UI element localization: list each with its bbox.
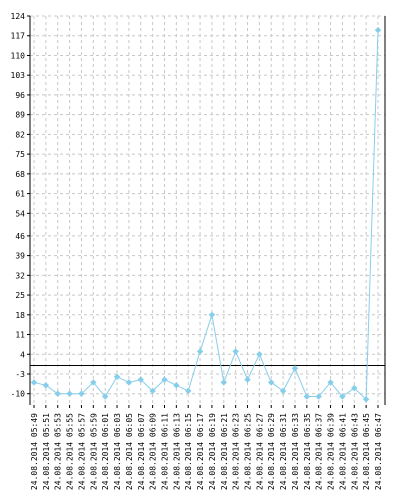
x-tick-label: 24.08.2014 06:25: [244, 413, 253, 490]
data-point: [196, 348, 204, 355]
data-point: [125, 379, 133, 386]
x-tick-label: 24.08.2014 06:01: [101, 413, 110, 490]
x-tick-label: 24.08.2014 06:29: [267, 413, 276, 490]
y-tick-label: 82: [15, 130, 25, 139]
x-tick-label: 24.08.2014 06:47: [374, 413, 383, 490]
y-tick-label: 39: [15, 252, 25, 261]
x-tick-label: 24.08.2014 06:39: [327, 413, 336, 490]
y-tick-label: 124: [11, 12, 26, 21]
data-point: [315, 393, 322, 400]
y-tick-label: 61: [15, 190, 25, 199]
grid-lines: [30, 15, 385, 405]
x-tick-label: 24.08.2014 06:03: [113, 413, 122, 490]
data-point: [351, 384, 358, 392]
data-point: [303, 393, 311, 400]
data-point: [362, 396, 370, 403]
y-tick-label: 89: [15, 111, 25, 120]
x-tick-label: 24.08.2014 06:15: [184, 413, 193, 490]
data-point: [339, 393, 346, 400]
data-point: [149, 387, 156, 395]
y-tick-label: 103: [11, 71, 26, 80]
x-tick-label: 24.08.2014 05:59: [89, 413, 98, 490]
data-point: [268, 379, 275, 386]
x-tick-label: 24.08.2014 05:49: [30, 413, 39, 490]
data-point: [30, 379, 38, 386]
x-tick-label: 24.08.2014 05:51: [42, 413, 51, 490]
y-tick-label: 110: [11, 51, 26, 60]
data-point: [279, 387, 287, 395]
axes: [27, 15, 386, 408]
y-tick-label: 11: [15, 331, 25, 340]
y-tick-label: 4: [20, 350, 25, 359]
x-tick-label: 24.08.2014 06:33: [291, 413, 300, 490]
data-point: [208, 311, 216, 318]
data-point: [113, 373, 121, 381]
x-tick-label: 24.08.2014 06:41: [338, 413, 347, 490]
data-point: [244, 376, 251, 383]
data-point: [54, 390, 61, 397]
data-point: [291, 365, 299, 372]
x-tick-label: 24.08.2014 06:21: [220, 413, 229, 490]
series-line: [33, 30, 379, 401]
x-tick-label: 24.08.2014 06:43: [350, 413, 359, 490]
x-tick-label: 24.08.2014 05:53: [54, 413, 63, 490]
x-tick-label: 24.08.2014 05:55: [66, 413, 75, 490]
data-point: [161, 376, 168, 383]
y-tick-label: 96: [15, 91, 25, 100]
data-point: [327, 379, 334, 386]
x-tick-label: 24.08.2014 06:07: [137, 413, 146, 490]
x-tick-label: 24.08.2014 06:23: [232, 413, 241, 490]
y-tick-labels: 124 117 110 103 96 89 82 75 68 61 54 46 39 32 25 18 11 4 -…: [11, 12, 26, 399]
y-tick-label: 18: [15, 311, 25, 320]
y-tick-label: 68: [15, 170, 25, 179]
data-point: [66, 390, 73, 397]
data-point: [220, 379, 227, 386]
y-tick-label: -3: [15, 370, 25, 379]
data-point: [256, 351, 263, 358]
y-tick-label: 32: [15, 271, 25, 280]
data-series: [30, 26, 382, 403]
y-tick-label: -10: [11, 390, 26, 399]
data-point: [90, 379, 97, 386]
x-tick-label: 24.08.2014 06:19: [208, 413, 217, 490]
x-tick-label: 24.08.2014 06:35: [303, 413, 312, 490]
data-point: [374, 26, 382, 34]
data-point: [101, 393, 109, 400]
x-tick-label: 24.08.2014 06:13: [172, 413, 181, 490]
x-tick-label: 24.08.2014 06:17: [196, 413, 205, 490]
y-tick-label: 117: [11, 32, 26, 41]
x-tick-label: 24.08.2014 06:09: [149, 413, 158, 490]
data-point: [232, 348, 239, 355]
x-tick-label: 24.08.2014 06:45: [362, 413, 371, 490]
data-point: [173, 382, 180, 389]
x-tick-label: 24.08.2014 06:11: [160, 413, 169, 490]
y-tick-label: 75: [15, 150, 25, 159]
y-tick-label: 25: [15, 291, 25, 300]
data-point: [42, 382, 50, 389]
x-tick-label: 24.08.2014 06:05: [125, 413, 134, 490]
data-point: [137, 376, 144, 383]
data-point: [78, 390, 85, 397]
data-point: [185, 387, 192, 395]
y-tick-label: 54: [15, 209, 25, 218]
y-tick-label: 46: [15, 232, 25, 241]
x-tick-label: 24.08.2014 05:57: [77, 413, 86, 490]
x-tick-label: 24.08.2014 06:27: [255, 413, 264, 490]
x-tick-label: 24.08.2014 06:37: [315, 413, 324, 490]
x-tick-labels: 24.08.2014 05:49 24.08.2014 05:51 24.08.20…: [30, 413, 383, 490]
x-tick-label: 24.08.2014 06:31: [279, 413, 288, 490]
